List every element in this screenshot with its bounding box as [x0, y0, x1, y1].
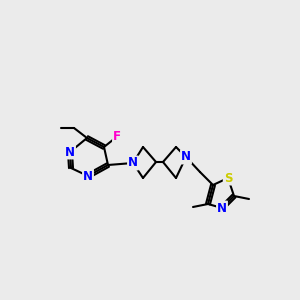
Text: N: N	[181, 151, 191, 164]
Text: F: F	[113, 130, 121, 142]
Text: N: N	[217, 202, 227, 214]
Text: S: S	[224, 172, 232, 184]
Text: N: N	[65, 146, 75, 158]
Text: N: N	[83, 169, 93, 182]
Text: N: N	[128, 157, 138, 169]
